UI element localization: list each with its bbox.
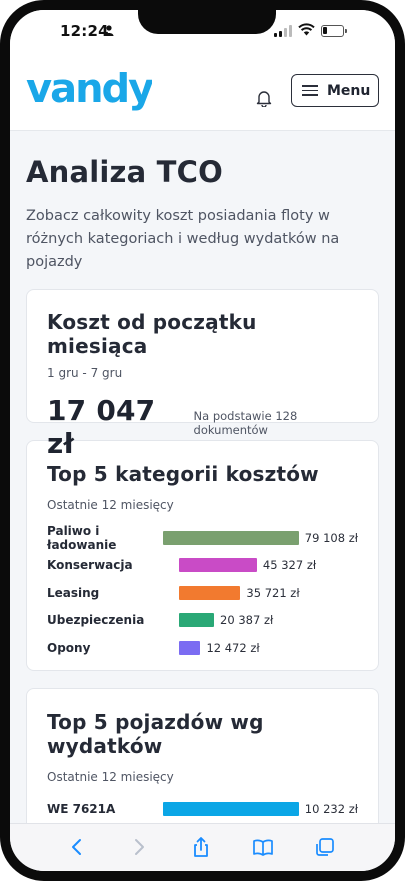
category-row-label: Leasing bbox=[47, 585, 100, 600]
category-row-value: 20 387 zł bbox=[220, 613, 274, 628]
category-row-value: 79 108 zł bbox=[304, 530, 358, 545]
month-cost-card: Koszt od początku miesiąca 1 gru - 7 gru… bbox=[26, 289, 379, 460]
tabs-icon[interactable] bbox=[314, 836, 336, 858]
hamburger-icon bbox=[302, 85, 318, 96]
menu-button-label: Menu bbox=[327, 82, 371, 99]
wifi-icon bbox=[298, 23, 315, 36]
month-cost-note: Na podstawie 128 dokumentów bbox=[193, 409, 298, 437]
category-row-value: 45 327 zł bbox=[262, 558, 317, 573]
share-icon[interactable] bbox=[190, 836, 212, 858]
category-row-value: 35 721 zł bbox=[246, 585, 300, 600]
menu-button[interactable]: Menu bbox=[291, 74, 379, 107]
category-row-label: Opony bbox=[47, 640, 91, 655]
top-categories-card: Top 5 kategorii kosztów Ostatnie 12 mies… bbox=[26, 440, 379, 671]
bookmarks-icon[interactable] bbox=[252, 836, 274, 858]
category-row-track: 12 472 zł bbox=[179, 640, 358, 655]
category-row-track: 79 108 zł bbox=[162, 530, 358, 545]
phone-notch bbox=[138, 10, 276, 34]
top-categories-subtitle: Ostatnie 12 miesięcy bbox=[47, 498, 174, 512]
top-categories-title: Top 5 kategorii kosztów bbox=[47, 462, 319, 486]
top-vehicles-card: Top 5 pojazdów wg wydatków Ostatnie 12 m… bbox=[26, 687, 379, 831]
category-row: Paliwo i ładowanie 79 108 zł bbox=[47, 524, 358, 552]
vehicle-row-bar bbox=[162, 802, 299, 817]
vehicle-row-track: 10 232 zł bbox=[162, 802, 358, 817]
top-vehicles-title: Top 5 pojazdów wg wydatków bbox=[47, 709, 264, 758]
page-title: Analiza TCO bbox=[26, 155, 224, 189]
status-time: 12:24 bbox=[60, 22, 109, 40]
category-row-track: 45 327 zł bbox=[179, 558, 358, 573]
main-content: Analiza TCO Zobacz całkowity koszt posia… bbox=[10, 131, 395, 831]
category-row-track: 20 387 zł bbox=[179, 613, 358, 628]
category-row-bar bbox=[179, 585, 241, 600]
top-vehicles-subtitle: Ostatnie 12 miesięcy bbox=[47, 769, 174, 784]
person-icon bbox=[104, 25, 114, 36]
category-row-bar bbox=[179, 640, 201, 655]
category-row-label: Paliwo i ładowanie bbox=[47, 523, 117, 552]
category-row: Konserwacja 45 327 zł bbox=[47, 552, 358, 580]
category-row-bar bbox=[179, 558, 257, 573]
cellular-signal-icon bbox=[274, 25, 292, 37]
bell-icon[interactable] bbox=[255, 89, 273, 107]
category-row: Ubezpieczenia 20 387 zł bbox=[47, 607, 358, 635]
vehicle-row-value: 10 232 zł bbox=[304, 802, 358, 817]
category-row-label: Konserwacja bbox=[47, 558, 133, 573]
vandy-logo[interactable]: vandy. bbox=[26, 72, 152, 116]
category-row-bar bbox=[179, 613, 215, 628]
category-row-value: 12 472 zł bbox=[206, 640, 260, 655]
category-row-bar bbox=[162, 530, 299, 545]
month-cost-title: Koszt od początku miesiąca bbox=[47, 310, 257, 358]
vehicle-row: WE 7621A 10 232 zł bbox=[47, 796, 358, 824]
page-description: Zobacz całkowity koszt posiadania floty … bbox=[26, 208, 340, 270]
month-cost-total: 17 047 zł bbox=[47, 394, 156, 460]
month-cost-period: 1 gru - 7 gru bbox=[47, 366, 123, 380]
category-row: Leasing 35 721 zł bbox=[47, 579, 358, 607]
category-row: Opony 12 472 zł bbox=[47, 634, 358, 662]
svg-text:vandy.: vandy. bbox=[26, 72, 152, 112]
category-row-label: Ubezpieczenia bbox=[47, 613, 145, 628]
battery-icon bbox=[321, 25, 347, 37]
back-icon[interactable] bbox=[66, 836, 88, 858]
browser-toolbar bbox=[10, 823, 395, 871]
forward-icon[interactable] bbox=[128, 836, 150, 858]
vehicle-row-label: WE 7621A bbox=[47, 802, 116, 817]
category-row-track: 35 721 zł bbox=[179, 585, 358, 600]
category-bar-list: Paliwo i ładowanie 79 108 zł Konserwacja 45… bbox=[47, 524, 358, 670]
site-header: vandy. Menu bbox=[10, 56, 395, 131]
